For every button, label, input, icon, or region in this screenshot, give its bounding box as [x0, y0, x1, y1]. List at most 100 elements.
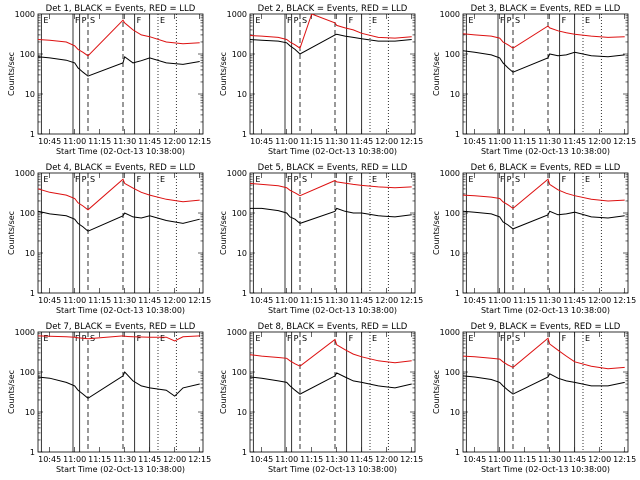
x-tick-label: 12:00: [163, 296, 186, 305]
x-tick-label: 11:30: [113, 296, 136, 305]
x-tick-label: 11:45: [138, 296, 161, 305]
x-tick-label: 11:30: [538, 296, 561, 305]
x-tick-label: 10:45: [38, 137, 61, 146]
event-marker-label: F: [137, 334, 142, 343]
event-marker-label: E: [585, 175, 590, 184]
event-marker-label: P: [294, 334, 299, 343]
x-axis-label: Start Time (02-Oct-13 10:38:00): [56, 147, 185, 156]
event-marker-label: F: [500, 334, 505, 343]
y-tick-label: 100: [232, 368, 247, 377]
event-marker-label: F: [349, 175, 354, 184]
x-tick-label: 11:15: [300, 455, 323, 464]
event-marker-label: F: [562, 175, 567, 184]
x-tick-label: 10:45: [250, 137, 273, 146]
event-marker-label: P: [507, 334, 512, 343]
event-marker-label: E: [255, 16, 260, 25]
series-line-events: [250, 372, 412, 395]
x-tick-label: 12:15: [613, 137, 636, 146]
x-tick-label: 12:15: [188, 455, 211, 464]
y-tick-label: 1: [30, 130, 35, 139]
x-tick-label: 12:15: [400, 455, 423, 464]
event-marker-label: F: [349, 334, 354, 343]
y-tick-label: 100: [445, 368, 460, 377]
y-tick-label: 1: [30, 448, 35, 457]
series-line-lld: [250, 179, 412, 197]
x-tick-label: 11:45: [138, 137, 161, 146]
detector-panel-2: Det 2, BLACK = Events, RED = LLD 1 10 100 10…: [219, 4, 423, 156]
event-marker-label: F: [75, 175, 80, 184]
x-tick-label: 11:00: [488, 296, 511, 305]
series-line-lld: [38, 178, 200, 211]
event-marker-label: S: [515, 334, 520, 343]
y-axis-label: Counts/sec: [7, 370, 16, 414]
y-tick-label: 10: [237, 90, 247, 99]
x-tick-label: 11:30: [325, 455, 348, 464]
x-tick-label: 11:30: [113, 137, 136, 146]
x-tick-label: 11:15: [513, 137, 536, 146]
x-axis-label: Start Time (02-Oct-13 10:38:00): [268, 465, 397, 474]
y-tick-label: 1000: [227, 169, 247, 178]
x-tick-label: 11:30: [113, 455, 136, 464]
y-tick-label: 1000: [15, 169, 35, 178]
panel-title: Det 7, BLACK = Events, RED = LLD: [46, 322, 196, 332]
x-tick-label: 11:15: [88, 455, 111, 464]
event-marker-label: F: [349, 16, 354, 25]
detector-panel-5: Det 5, BLACK = Events, RED = LLD 1 10 100 10…: [219, 163, 423, 315]
plot-frame: [462, 172, 629, 294]
panel-title: Det 2, BLACK = Events, RED = LLD: [258, 4, 408, 14]
x-axis-label: Start Time (02-Oct-13 10:38:00): [56, 306, 185, 315]
event-marker-label: F: [287, 334, 292, 343]
event-marker-label: E: [468, 175, 473, 184]
y-axis-label: Counts/sec: [432, 211, 441, 255]
series-line-events: [38, 210, 200, 232]
plot-frame: [249, 13, 416, 135]
panel-title: Det 8, BLACK = Events, RED = LLD: [258, 322, 408, 332]
series-line-lld: [463, 25, 625, 49]
y-axis-label: Counts/sec: [219, 211, 228, 255]
y-tick-label: 1: [455, 130, 460, 139]
event-marker-label: P: [294, 16, 299, 25]
panel-title: Det 6, BLACK = Events, RED = LLD: [471, 163, 621, 173]
y-tick-label: 1: [455, 448, 460, 457]
series-line-lld: [463, 337, 625, 370]
x-tick-label: 11:30: [325, 137, 348, 146]
series-line-events: [463, 50, 625, 73]
y-axis-label: Counts/sec: [432, 52, 441, 96]
event-marker-label: E: [255, 175, 260, 184]
x-tick-label: 11:00: [488, 455, 511, 464]
y-axis-label: Counts/sec: [7, 52, 16, 96]
x-tick-label: 11:00: [63, 455, 86, 464]
y-tick-label: 10: [450, 90, 460, 99]
series-line-events: [250, 207, 412, 224]
detector-panel-1: Det 1, BLACK = Events, RED = LLD 1 10 100 10…: [7, 4, 211, 156]
y-tick-label: 10: [25, 249, 35, 258]
x-tick-label: 12:00: [588, 455, 611, 464]
x-tick-label: 11:45: [563, 455, 586, 464]
x-axis-label: Start Time (02-Oct-13 10:38:00): [481, 465, 610, 474]
event-marker-label: F: [287, 16, 292, 25]
series-line-lld: [463, 178, 625, 210]
panel-title: Det 9, BLACK = Events, RED = LLD: [471, 322, 621, 332]
series-line-events: [38, 55, 200, 77]
event-marker-label: E: [585, 334, 590, 343]
x-tick-label: 12:00: [588, 296, 611, 305]
detector-panel-3: Det 3, BLACK = Events, RED = LLD 1 10 100 10…: [432, 4, 636, 156]
x-tick-label: 11:00: [275, 296, 298, 305]
event-marker-label: S: [515, 16, 520, 25]
plot-frame: [462, 331, 629, 453]
event-marker-label: S: [302, 334, 307, 343]
event-marker-label: E: [255, 334, 260, 343]
panel-title: Det 3, BLACK = Events, RED = LLD: [471, 4, 621, 14]
x-tick-label: 10:45: [250, 455, 273, 464]
event-marker-label: S: [90, 16, 95, 25]
x-tick-label: 11:45: [350, 296, 373, 305]
event-marker-label: E: [372, 334, 377, 343]
y-tick-label: 100: [445, 209, 460, 218]
y-axis-label: Counts/sec: [219, 370, 228, 414]
x-tick-label: 11:15: [88, 296, 111, 305]
detector-panel-9: Det 9, BLACK = Events, RED = LLD 1 10 100 10…: [432, 322, 636, 474]
y-axis-label: Counts/sec: [7, 211, 16, 255]
series-line-lld: [250, 338, 412, 367]
event-marker-label: F: [137, 16, 142, 25]
